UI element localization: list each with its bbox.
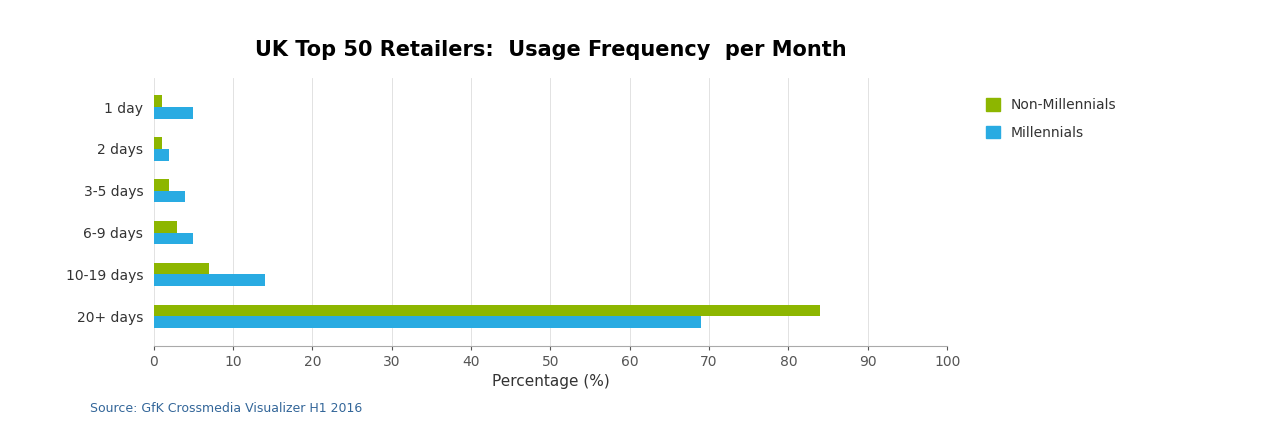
- Bar: [154, 305, 820, 316]
- Bar: [154, 191, 186, 203]
- Bar: [154, 221, 178, 232]
- Bar: [154, 95, 161, 107]
- Text: Source: GfK Crossmedia Visualizer H1 2016: Source: GfK Crossmedia Visualizer H1 201…: [90, 402, 362, 415]
- Bar: [154, 232, 193, 245]
- Bar: [154, 137, 161, 149]
- Bar: [154, 316, 701, 328]
- Legend: Non-Millennials, Millennials: Non-Millennials, Millennials: [986, 98, 1116, 140]
- X-axis label: Percentage (%): Percentage (%): [492, 374, 609, 389]
- Bar: [154, 274, 265, 286]
- Bar: [154, 263, 209, 274]
- Bar: [154, 107, 193, 119]
- Bar: [154, 179, 169, 191]
- Title: UK Top 50 Retailers:  Usage Frequency  per Month: UK Top 50 Retailers: Usage Frequency per…: [255, 40, 846, 60]
- Bar: [154, 149, 169, 161]
